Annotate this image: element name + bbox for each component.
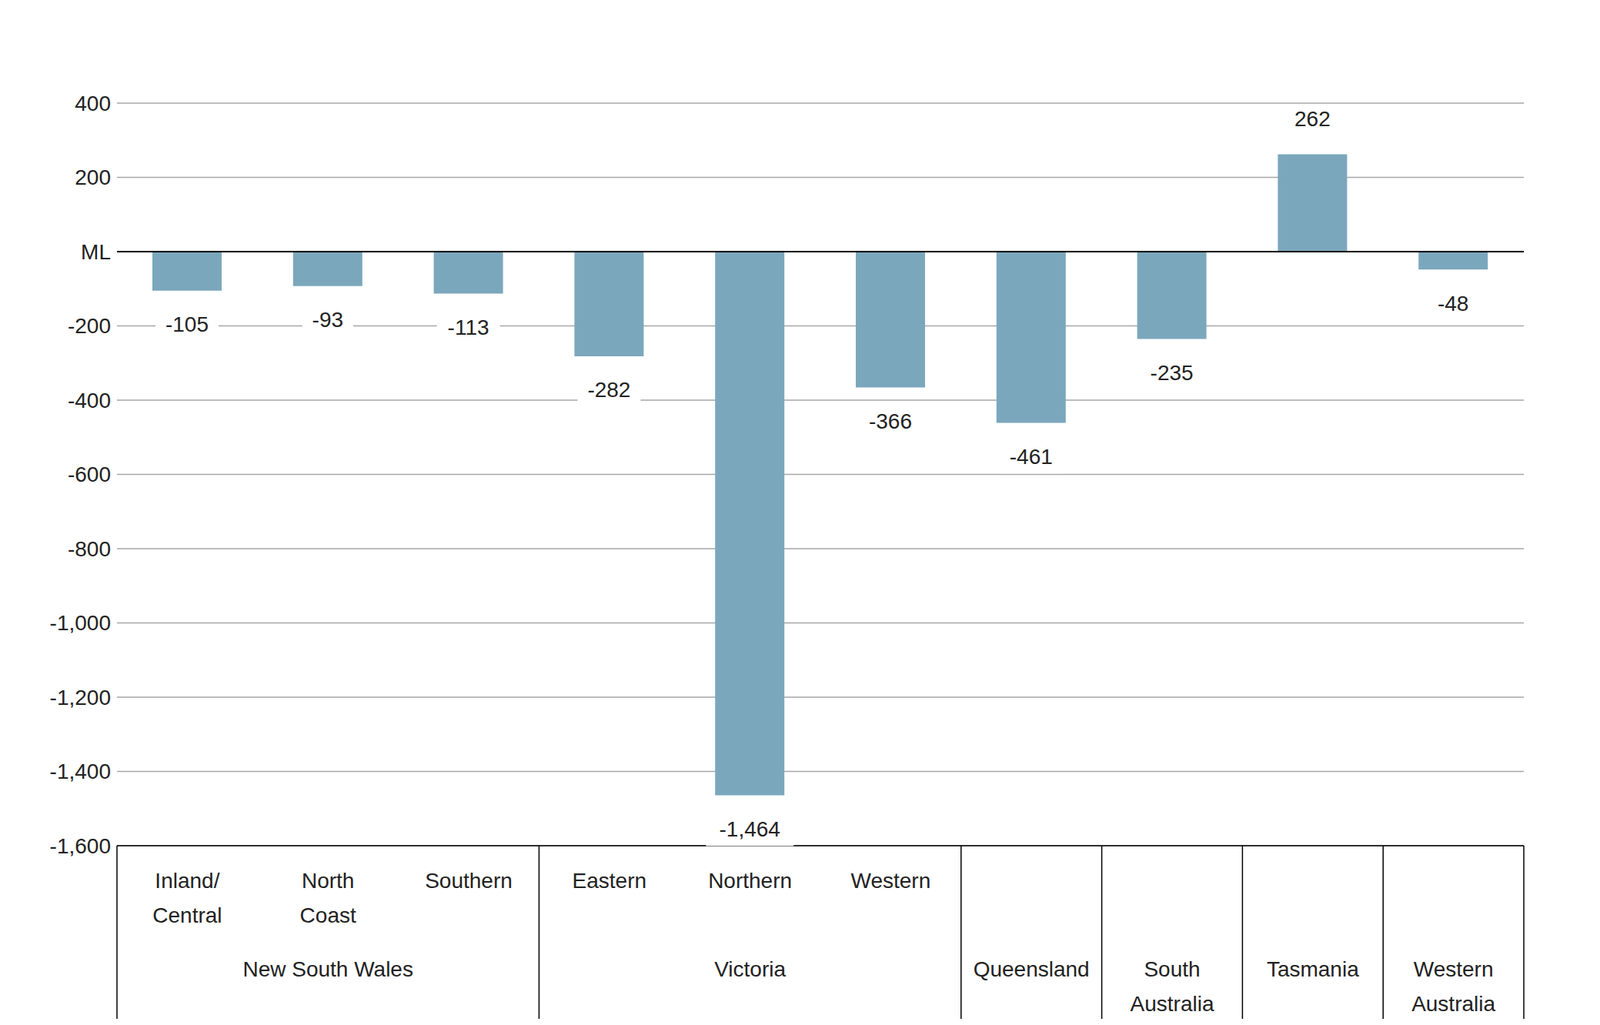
svg-text:Western: Western bbox=[1413, 957, 1494, 982]
svg-text:-113: -113 bbox=[447, 315, 490, 340]
svg-text:Australia: Australia bbox=[1411, 992, 1496, 1016]
svg-text:-800: -800 bbox=[67, 537, 111, 562]
svg-text:-600: -600 bbox=[67, 462, 111, 487]
svg-text:200: 200 bbox=[74, 165, 111, 190]
svg-text:Queensland: Queensland bbox=[973, 957, 1090, 982]
svg-text:-366: -366 bbox=[868, 409, 912, 434]
svg-text:-1,000: -1,000 bbox=[50, 611, 111, 635]
svg-text:-461: -461 bbox=[1009, 444, 1053, 469]
svg-text:-1,400: -1,400 bbox=[50, 759, 111, 784]
svg-text:Western: Western bbox=[851, 868, 932, 893]
svg-text:North: North bbox=[301, 868, 355, 893]
svg-text:Southern: Southern bbox=[424, 868, 513, 893]
svg-text:-400: -400 bbox=[67, 388, 111, 413]
svg-text:-105: -105 bbox=[165, 312, 209, 337]
svg-text:-1,600: -1,600 bbox=[50, 834, 111, 859]
svg-text:400: 400 bbox=[74, 91, 111, 116]
svg-text:Australia: Australia bbox=[1130, 992, 1215, 1016]
svg-text:Tasmania: Tasmania bbox=[1266, 957, 1360, 982]
svg-text:Central: Central bbox=[152, 903, 222, 928]
svg-text:-93: -93 bbox=[312, 307, 344, 332]
svg-text:-200: -200 bbox=[67, 313, 111, 338]
svg-text:-1,464: -1,464 bbox=[718, 817, 780, 842]
svg-text:-48: -48 bbox=[1437, 291, 1469, 316]
svg-text:-282: -282 bbox=[587, 377, 631, 402]
svg-text:Inland/: Inland/ bbox=[154, 868, 220, 893]
svg-text:ML: ML bbox=[80, 240, 111, 264]
svg-text:South: South bbox=[1143, 957, 1200, 982]
svg-text:Eastern: Eastern bbox=[572, 868, 648, 893]
svg-text:-1,200: -1,200 bbox=[50, 685, 111, 710]
svg-text:262: 262 bbox=[1294, 106, 1331, 131]
svg-text:-235: -235 bbox=[1150, 360, 1194, 385]
svg-text:Victoria: Victoria bbox=[714, 957, 786, 982]
svg-text:New South Wales: New South Wales bbox=[242, 957, 414, 982]
svg-text:Coast: Coast bbox=[300, 903, 357, 928]
svg-text:Northern: Northern bbox=[708, 868, 792, 893]
